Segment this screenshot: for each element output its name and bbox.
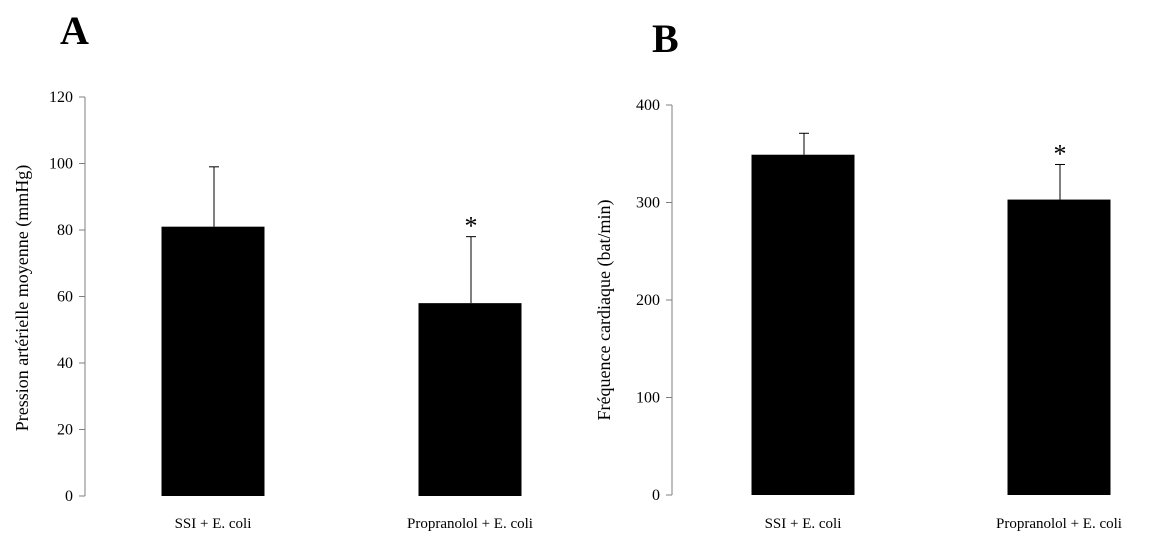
panel-a-y-tick-label: 40 <box>57 355 73 372</box>
panel-b-chart: B Fréquence cardiaque (bat/min) 0 100 200 3… <box>594 16 1122 532</box>
panel-b-y-tick-label: 200 <box>636 292 660 309</box>
panel-a-y-tick-label: 120 <box>49 89 73 106</box>
panel-b-y-tick-label: 0 <box>652 487 660 504</box>
panel-a-category-label: SSI + E. coli <box>175 516 252 532</box>
panel-b-significance-mark: * <box>1054 139 1067 168</box>
panel-a-bar <box>161 226 265 497</box>
panel-a-category-label: Propranolol + E. coli <box>407 516 533 532</box>
panel-b-y-tick-label: 400 <box>636 97 660 114</box>
panel-a-y-tick-label: 20 <box>57 422 73 439</box>
panel-b-y-axis-label: Fréquence cardiaque (bat/min) <box>594 200 615 421</box>
panel-b-category-label: SSI + E. coli <box>765 516 842 532</box>
panel-b-y-tick-label: 300 <box>636 195 660 212</box>
panel-b-letter: B <box>652 16 679 61</box>
panel-b-y-tick-label: 100 <box>636 390 660 407</box>
panel-b-bar <box>1007 199 1111 495</box>
panel-b-category-label: Propranolol + E. coli <box>996 516 1122 532</box>
panel-a-chart: A Pression artérielle moyenne (mmHg) 0 20… <box>12 8 533 532</box>
panel-a-letter: A <box>60 8 89 53</box>
panel-a-y-tick-label: 0 <box>65 488 73 505</box>
panel-a-y-axis-label: Pression artérielle moyenne (mmHg) <box>12 165 33 431</box>
panel-a-significance-mark: * <box>465 212 478 241</box>
panel-a-y-tick-label: 80 <box>57 222 73 239</box>
panel-a-bar <box>418 303 522 496</box>
panel-b-bar <box>751 154 855 495</box>
panel-a-y-tick-label: 60 <box>57 289 73 306</box>
panel-a-y-tick-label: 100 <box>49 156 73 173</box>
